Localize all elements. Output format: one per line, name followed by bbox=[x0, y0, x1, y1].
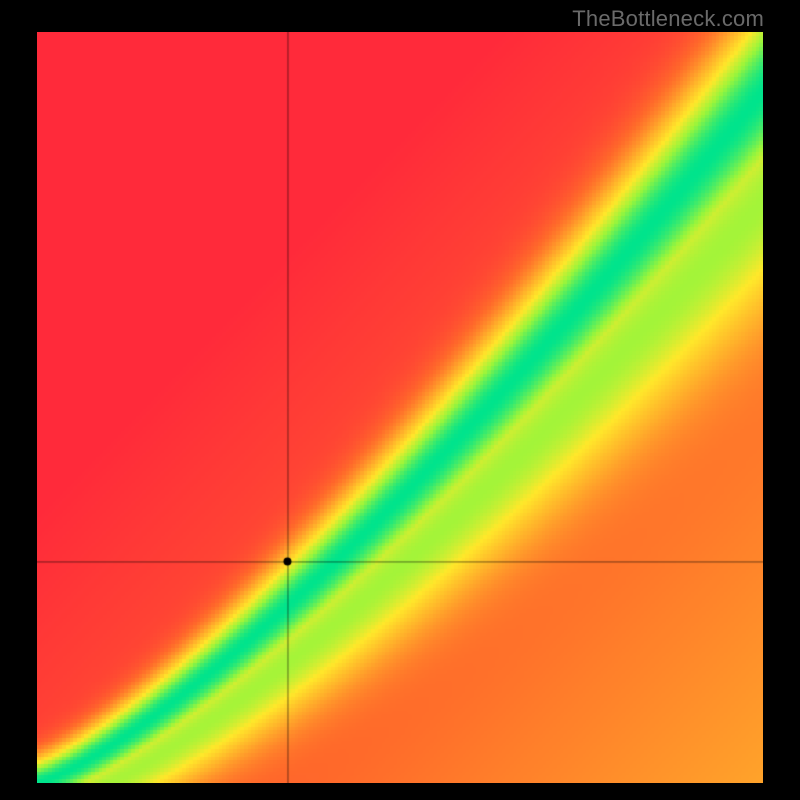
bottleneck-heatmap bbox=[37, 32, 763, 783]
watermark-text: TheBottleneck.com bbox=[572, 6, 764, 32]
